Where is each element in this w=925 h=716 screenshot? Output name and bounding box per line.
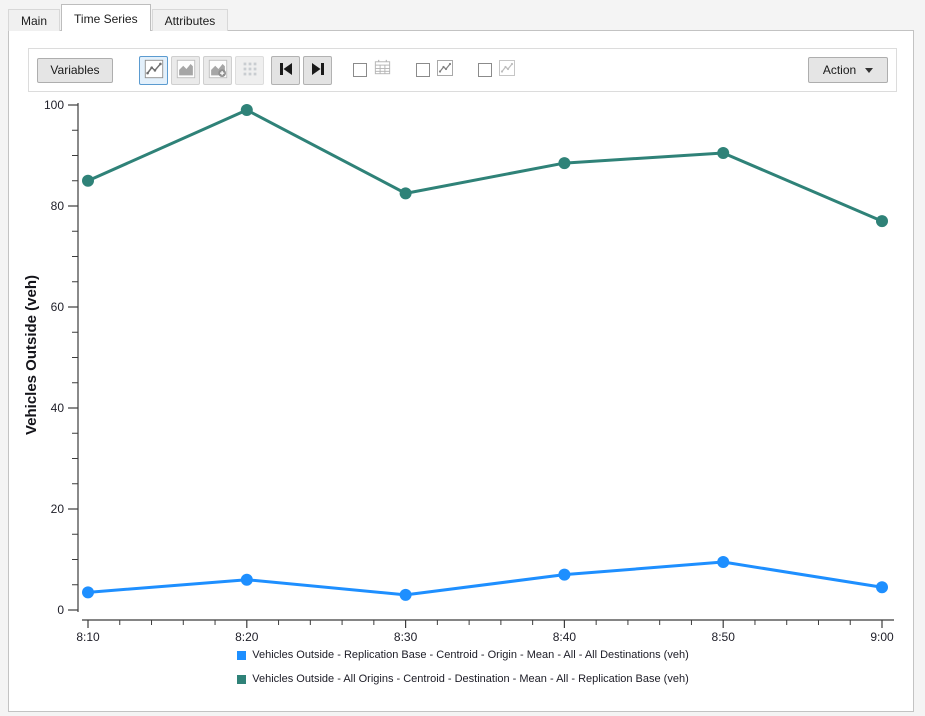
series-0 — [82, 556, 888, 601]
line-chart-dark-icon — [435, 58, 455, 83]
legend-label-green: Vehicles Outside - All Origins - Centroi… — [252, 673, 689, 685]
tab-time-series[interactable]: Time Series — [61, 4, 151, 31]
tab-bar: Main Time Series Attributes — [8, 4, 229, 31]
show-markers-series-option — [416, 58, 455, 83]
show-smooth-series-checkbox[interactable] — [478, 63, 492, 77]
legend-label-blue: Vehicles Outside - Replication Base - Ce… — [252, 649, 689, 661]
legend-item-blue: Vehicles Outside - Replication Base - Ce… — [237, 649, 689, 661]
x-axis: 8:10 8:20 8:30 8:40 8:50 9:00 — [76, 619, 894, 644]
legend-item-green: Vehicles Outside - All Origins - Centroi… — [237, 673, 689, 685]
variables-button[interactable]: Variables — [37, 57, 113, 83]
skip-first-icon — [277, 60, 295, 81]
svg-text:100: 100 — [44, 98, 64, 112]
data-point[interactable] — [82, 586, 94, 599]
chart-toolbar: Variables — [28, 48, 897, 92]
area-chart-view-button[interactable] — [171, 55, 200, 85]
data-point[interactable] — [399, 588, 412, 601]
svg-text:8:30: 8:30 — [394, 630, 418, 644]
step-nav-group — [271, 55, 332, 85]
line-chart-light-icon — [497, 58, 517, 83]
line-chart-view-button[interactable] — [139, 55, 168, 85]
action-button[interactable]: Action — [808, 57, 888, 83]
legend-swatch-green — [237, 674, 247, 684]
table-icon — [372, 57, 393, 83]
time-series-panel: Variables — [8, 30, 914, 712]
svg-text:8:50: 8:50 — [712, 630, 736, 644]
area-chart-view-icon — [175, 58, 197, 83]
series-line — [87, 108, 883, 223]
svg-text:9:00: 9:00 — [870, 630, 894, 644]
action-button-label: Action — [822, 63, 857, 77]
grid-view-icon — [239, 58, 261, 83]
tab-main[interactable]: Main — [8, 9, 61, 31]
series-line — [87, 560, 883, 597]
svg-text:8:40: 8:40 — [553, 630, 577, 644]
tab-attributes[interactable]: Attributes — [151, 9, 229, 31]
data-point[interactable] — [240, 104, 253, 117]
svg-text:80: 80 — [51, 199, 65, 213]
show-markers-series-checkbox[interactable] — [416, 63, 430, 77]
svg-text:8:20: 8:20 — [235, 630, 259, 644]
data-point[interactable] — [717, 556, 730, 569]
skip-last-icon — [309, 60, 327, 81]
skip-last-button[interactable] — [303, 55, 332, 85]
line-chart-view-icon — [143, 58, 165, 83]
chart-legend: Vehicles Outside - Replication Base - Ce… — [20, 649, 906, 685]
display-option-checkboxes — [353, 57, 517, 83]
svg-text:60: 60 — [51, 300, 65, 314]
svg-text:20: 20 — [51, 502, 65, 516]
svg-text:Vehicles Outside (veh): Vehicles Outside (veh) — [23, 275, 40, 435]
data-point[interactable] — [82, 174, 94, 187]
data-point[interactable] — [558, 568, 571, 581]
series-1 — [82, 104, 888, 228]
area-chart-add-view-button[interactable] — [203, 55, 232, 85]
svg-text:0: 0 — [57, 603, 64, 617]
y-axis: 0 20 40 60 80 100 Vehicles Outside (veh) — [23, 98, 79, 617]
data-point[interactable] — [876, 581, 888, 594]
area-chart-add-view-icon — [207, 58, 229, 83]
data-point[interactable] — [876, 215, 888, 228]
legend-swatch-blue — [237, 650, 247, 660]
show-table-checkbox[interactable] — [353, 63, 367, 77]
view-mode-group — [139, 55, 264, 85]
data-point[interactable] — [240, 573, 253, 586]
chevron-down-icon — [865, 67, 874, 73]
skip-first-button[interactable] — [271, 55, 300, 85]
chart-area: 0 20 40 60 80 100 Vehicles Outside (veh) 8:10 8:… — [20, 97, 906, 703]
show-table-option — [353, 57, 393, 83]
grid-view-button[interactable] — [235, 55, 264, 85]
svg-text:8:10: 8:10 — [76, 630, 100, 644]
show-smooth-series-option — [478, 58, 517, 83]
data-point[interactable] — [399, 187, 412, 200]
data-point[interactable] — [717, 146, 730, 159]
data-point[interactable] — [558, 157, 571, 170]
svg-text:40: 40 — [51, 401, 65, 415]
